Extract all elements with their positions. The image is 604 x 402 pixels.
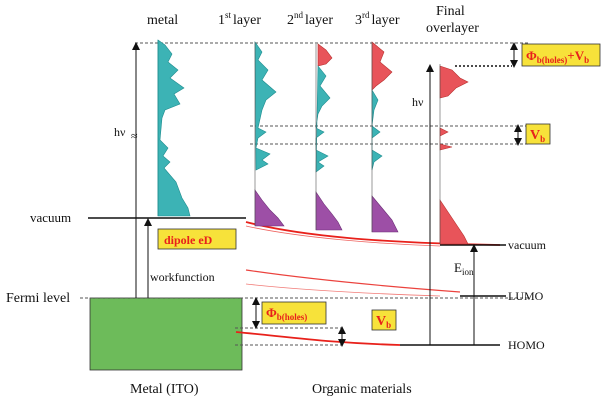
layer3-spectrum-lower (371, 195, 399, 233)
svg-text:Φb(holes): Φb(holes) (266, 305, 307, 322)
metal-block (89, 297, 243, 371)
lumo-band-curve-2 (245, 283, 441, 297)
metal-spectrum (157, 39, 191, 217)
layer3-spectrum-upper (371, 88, 383, 171)
column-layer1: 1st layer (218, 10, 261, 28)
column-layer2: 2nd layer (287, 10, 333, 28)
phi-holes-box: Φb(holes) (261, 301, 327, 325)
organic-materials-label: Organic materials (312, 382, 412, 397)
layer2-spectrum-upper (315, 65, 331, 173)
layer1-spectrum-upper (254, 41, 277, 171)
layer2-spectrum-lower (315, 191, 343, 231)
final-spectrum-lower (439, 199, 469, 245)
vacuum-label-right: vacuum (508, 238, 547, 252)
column-final-line1: Final (436, 4, 465, 19)
svg-text:Vb: Vb (530, 128, 545, 144)
column-layer3: 3rd layer (355, 10, 400, 28)
hv-label-final: hν (412, 95, 424, 109)
homo-band-curve (235, 331, 401, 346)
e-ion-label: Eion (454, 260, 474, 277)
svg-text:Φb(holes)+Vb: Φb(holes)+Vb (526, 48, 589, 65)
layer1-spectrum-lower (254, 189, 285, 227)
lumo-label: LUMO (508, 289, 544, 303)
layer2-spectrum-red (317, 43, 333, 67)
final-spectrum-mid (439, 127, 453, 151)
column-final-line2: overlayer (426, 21, 479, 36)
final-spectrum-upper (439, 65, 469, 99)
vb-low-box: Vb (371, 309, 397, 331)
vacuum-label-left: vacuum (30, 210, 71, 225)
fermi-label: Fermi level (6, 291, 70, 306)
workfunction-label: workfunction (150, 270, 215, 284)
metal-ito-label: Metal (ITO) (130, 382, 199, 397)
dipole-box: dipole eD (157, 228, 237, 250)
svg-text:dipole eD: dipole eD (164, 233, 213, 247)
phi-plus-vb-box: Φb(holes)+Vb (521, 43, 601, 67)
vb-right-box: Vb (525, 123, 551, 145)
axis-break-mark: ≈ (131, 129, 138, 143)
hv-label-left: hν (114, 125, 126, 139)
svg-text:Vb: Vb (376, 314, 391, 330)
column-metal: metal (147, 13, 178, 28)
layer3-spectrum-red (371, 41, 393, 91)
homo-label: HOMO (508, 338, 545, 352)
lumo-band-curve-1 (245, 269, 461, 293)
vacuum-band-curve-2 (245, 225, 441, 247)
